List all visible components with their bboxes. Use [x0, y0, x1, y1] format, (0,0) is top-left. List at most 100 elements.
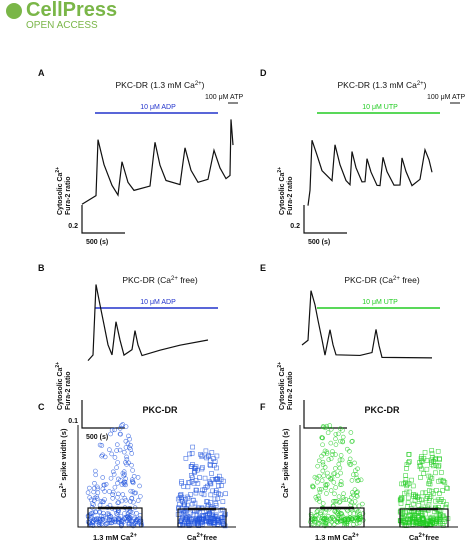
point: [192, 465, 197, 471]
point: [126, 433, 131, 439]
point: [185, 514, 191, 519]
point: [420, 490, 426, 496]
point: [402, 513, 407, 518]
point: [129, 496, 134, 501]
panel-title: PKC-DR (1.3 mM Ca2+): [337, 80, 426, 90]
point: [344, 446, 350, 452]
point: [96, 520, 102, 525]
point: [216, 483, 221, 489]
point: [205, 454, 211, 459]
point: [91, 489, 96, 495]
point: [118, 521, 124, 526]
point: [337, 465, 343, 471]
point: [135, 475, 141, 480]
point: [324, 519, 330, 524]
point: [335, 509, 341, 515]
point: [440, 513, 446, 519]
point: [430, 520, 435, 525]
point: [338, 470, 343, 476]
point: [112, 516, 118, 522]
point: [129, 451, 135, 456]
point: [119, 423, 124, 428]
point: [195, 521, 200, 527]
point: [138, 494, 143, 499]
category-label-part: Ca: [409, 533, 419, 542]
category-label-part: 2+: [418, 533, 425, 539]
point: [190, 475, 195, 481]
point: [317, 489, 323, 495]
point: [335, 473, 340, 479]
point: [131, 499, 136, 505]
point: [437, 491, 442, 496]
point: [90, 523, 96, 528]
point: [412, 513, 417, 518]
point: [308, 512, 314, 517]
point: [443, 502, 449, 507]
point: [193, 490, 199, 496]
point: [404, 489, 410, 495]
point: [209, 450, 215, 455]
point: [332, 491, 337, 497]
point: [347, 462, 353, 467]
point: [203, 448, 209, 454]
point: [410, 521, 416, 527]
point: [92, 498, 97, 503]
point: [327, 423, 332, 428]
point: [209, 471, 214, 476]
point: [212, 462, 217, 468]
point: [126, 513, 131, 519]
y-label-part: Fura-2 ratio: [65, 371, 72, 410]
point: [193, 487, 199, 493]
point: [132, 490, 137, 496]
point: [202, 487, 207, 492]
point: [89, 505, 95, 510]
point: [101, 513, 106, 519]
point: [339, 482, 344, 487]
scale-y: 0.2: [290, 223, 300, 230]
point: [116, 517, 121, 523]
point: [130, 523, 136, 529]
point: [403, 473, 408, 478]
panel-title-part: ): [424, 80, 427, 90]
point: [128, 488, 134, 494]
point: [360, 511, 366, 516]
point: [350, 438, 355, 444]
point: [431, 463, 436, 469]
point: [114, 465, 119, 470]
point: [357, 516, 363, 522]
category-label: 1.3 mM Ca2+: [93, 533, 137, 542]
point: [329, 515, 335, 520]
point: [321, 516, 326, 522]
point: [398, 495, 404, 500]
point: [221, 478, 226, 484]
point: [109, 451, 114, 457]
point: [128, 447, 133, 452]
point: [438, 499, 443, 504]
point: [436, 462, 442, 468]
y-label: Ca2+ spike width (s): [281, 428, 290, 498]
trace: [307, 140, 433, 206]
point: [337, 482, 343, 487]
point: [189, 501, 195, 507]
point: [183, 517, 188, 522]
point: [333, 431, 339, 437]
point: [333, 485, 338, 490]
point: [204, 455, 209, 461]
point: [127, 518, 133, 523]
panel-title-part: 2+: [171, 276, 178, 282]
panel-title-part: PKC-DR (1.3 mM Ca: [337, 80, 417, 90]
panel-title-part: free): [178, 275, 198, 285]
point: [411, 501, 416, 507]
point: [405, 460, 411, 466]
point: [185, 496, 191, 501]
point: [405, 500, 411, 506]
point: [207, 520, 212, 525]
point: [351, 472, 356, 477]
point: [338, 514, 344, 520]
point: [124, 457, 130, 462]
point: [434, 512, 440, 518]
point: [340, 428, 345, 433]
point: [114, 448, 119, 453]
panel-title: PKC-DR (1.3 mM Ca2+): [115, 80, 204, 90]
point: [429, 448, 434, 453]
